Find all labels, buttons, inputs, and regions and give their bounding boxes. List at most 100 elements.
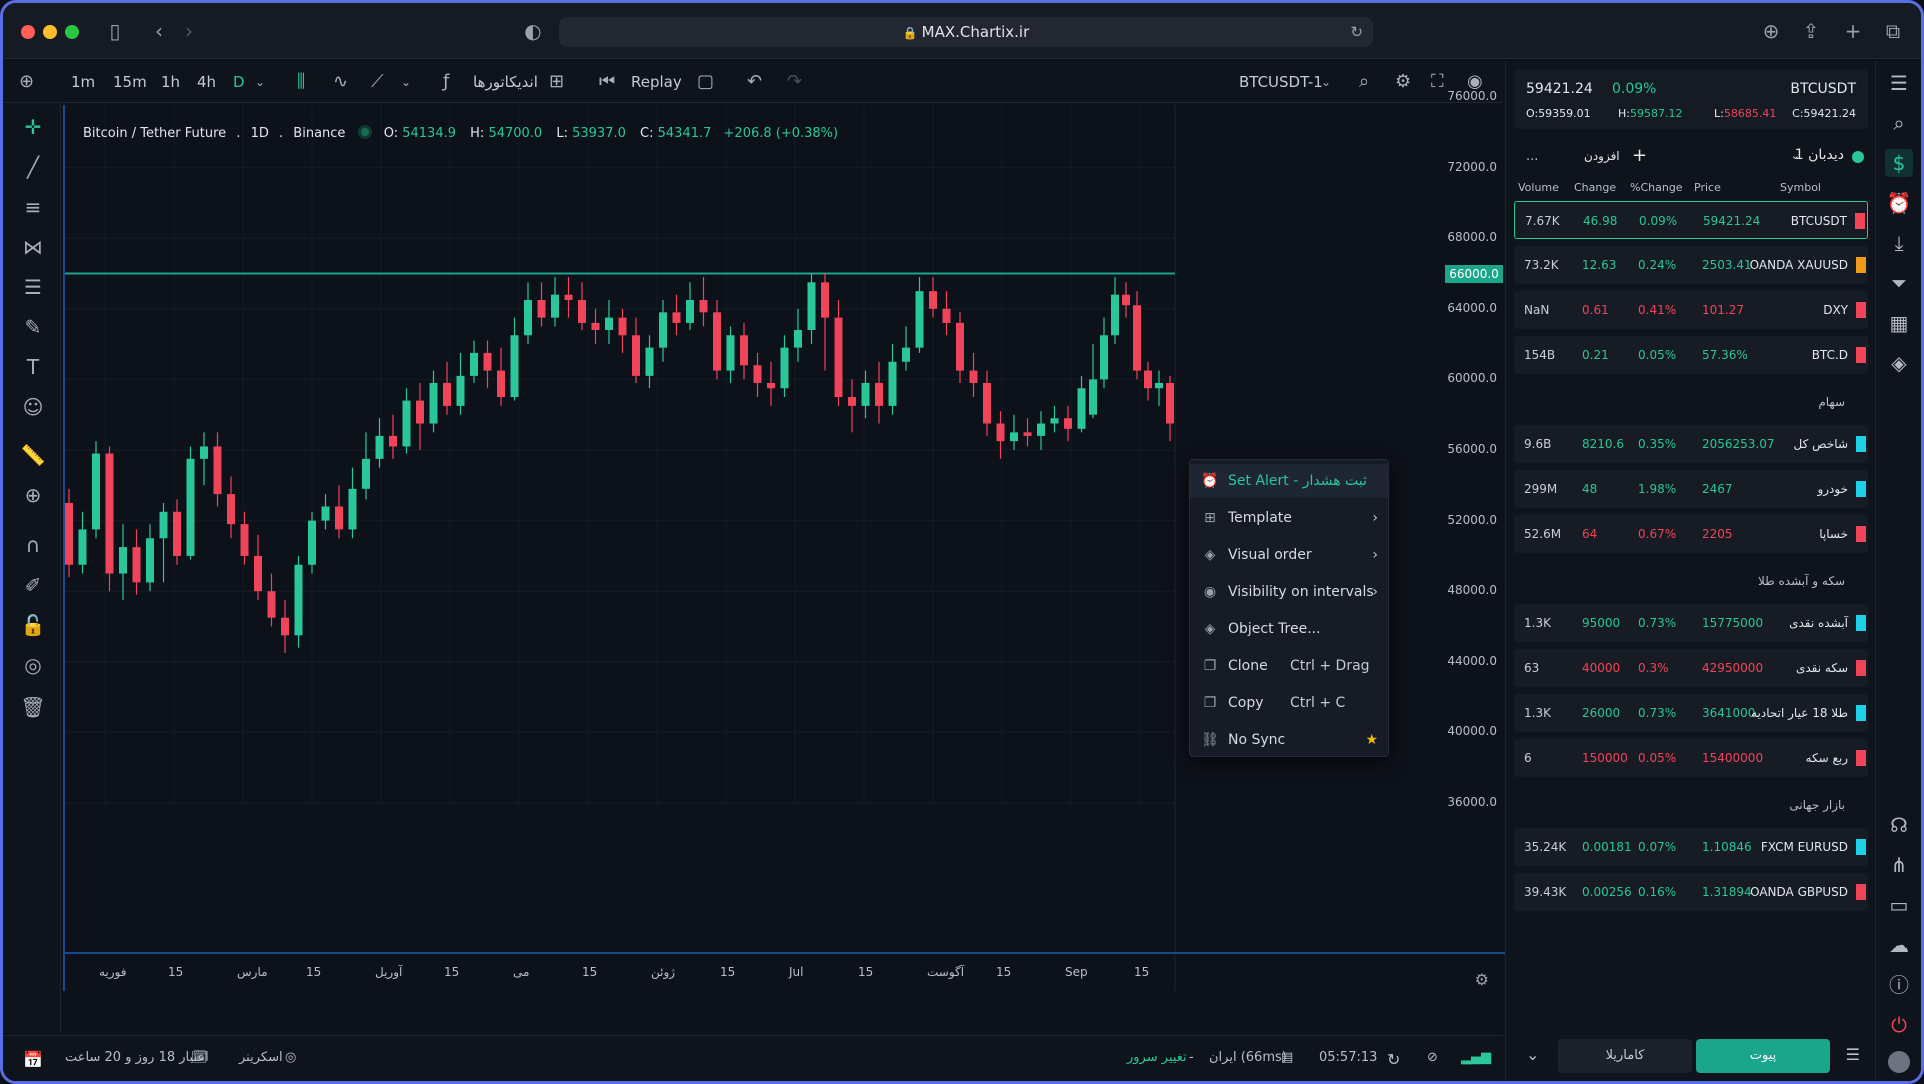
watchlist-row[interactable]: 52.6M 64 0.67% 2205 خساپا [1514, 515, 1868, 553]
chart-style-dropdown-icon[interactable]: ⌄ [401, 75, 412, 89]
avatar[interactable] [1888, 1051, 1910, 1073]
power-icon[interactable]: ⏻ [1891, 1013, 1907, 1037]
filter-icon[interactable]: ⏷ [1891, 271, 1907, 295]
gear-icon[interactable]: ⚙ [1395, 71, 1412, 92]
hide-icon[interactable]: ⊘ [1427, 1050, 1438, 1065]
symbol-selector[interactable]: BTCUSDT-1 [1239, 73, 1323, 91]
interval-dropdown-icon[interactable]: ⌄ [255, 75, 266, 89]
calendar-icon[interactable]: 📅 [23, 1050, 43, 1069]
watchlist-add-button[interactable]: افزودن [1584, 149, 1620, 163]
join-button[interactable]: پیوت [1696, 1039, 1830, 1073]
templates-icon[interactable]: ⊞ [549, 71, 565, 92]
interval-1h[interactable]: 1h [161, 73, 181, 91]
download-icon[interactable]: ⊕ [1762, 19, 1780, 43]
support-icon[interactable]: ☊ [1890, 813, 1908, 837]
context-menu-item[interactable]: ◉ Visibility on intervals › [1190, 575, 1388, 609]
col-volume[interactable]: Volume [1518, 181, 1559, 194]
plus-icon[interactable]: + [1632, 145, 1648, 166]
calendar-icon[interactable]: ▦ [1889, 311, 1909, 335]
trendline-icon[interactable]: ╱ [26, 155, 40, 179]
interval-15m[interactable]: 15m [113, 73, 147, 91]
info-icon[interactable]: ⓘ [1889, 973, 1909, 997]
col-price[interactable]: Price [1694, 181, 1721, 194]
candles-icon[interactable]: ⫼ [297, 71, 306, 92]
context-menu-item[interactable]: ❐ Clone Ctrl + Drag [1190, 649, 1388, 683]
shield-icon[interactable]: ◐ [524, 19, 542, 43]
maximize-window-button[interactable] [65, 25, 79, 39]
alarm-icon[interactable]: ⏰ [1886, 191, 1912, 215]
magnet-icon[interactable]: ∩ [25, 533, 41, 557]
interval-4h[interactable]: 4h [197, 73, 217, 91]
col-change[interactable]: Change [1574, 181, 1617, 194]
context-menu-item[interactable]: ❐ Copy Ctrl + C [1190, 686, 1388, 720]
watchlist-row[interactable]: 299M 48 1.98% 2467 خودرو [1514, 470, 1868, 508]
replay-button[interactable]: Replay [631, 73, 682, 91]
watchlist-row[interactable]: 6 150000 0.05% 15400000 ربع سکه [1514, 739, 1868, 777]
context-menu-item[interactable]: ◈ Object Tree... [1190, 612, 1388, 646]
chevron-down-icon[interactable]: ⌄ [1790, 149, 1800, 162]
context-menu-item[interactable]: ⏰ Set Alert - ثبت هشدار [1190, 464, 1388, 498]
eye-icon[interactable]: ◎ [24, 653, 42, 677]
fullscreen-icon[interactable]: ⛶ [1431, 71, 1444, 92]
address-bar[interactable]: 🔒 MAX.Chartix.ir ↻ [559, 17, 1373, 47]
forward-icon[interactable]: › [185, 19, 193, 43]
reload-icon[interactable]: ↻ [1350, 23, 1363, 41]
watchlist-row[interactable]: 1.3K 95000 0.73% 15775000 آبشده نقدی [1514, 604, 1868, 642]
lock-drawing-icon[interactable]: ✐ [24, 573, 42, 597]
col-pct[interactable]: %Change [1630, 181, 1683, 194]
add-symbol-icon[interactable]: ⊕ [19, 71, 35, 92]
layout-icon[interactable]: ▢ [697, 71, 715, 92]
card-icon[interactable]: ▭ [1889, 893, 1909, 917]
karamrila-button[interactable]: کاماریلا [1558, 1039, 1692, 1073]
line-chart-icon[interactable]: ∿ [333, 71, 349, 92]
back-icon[interactable]: ‹ [155, 19, 163, 43]
watchlist-title[interactable]: دیدبان 1 [1794, 147, 1844, 163]
watchlist-more-button[interactable]: ... [1526, 149, 1539, 164]
close-window-button[interactable] [21, 25, 35, 39]
screener-icon[interactable]: ◎ [285, 1050, 297, 1065]
undo-icon[interactable]: ↶ [747, 71, 763, 92]
search-icon[interactable]: ⌕ [1359, 71, 1370, 92]
screener-button[interactable]: اسکرینر [239, 1050, 283, 1065]
star-icon[interactable]: ★ [1365, 732, 1378, 748]
function-icon[interactable]: ƒ [443, 71, 450, 92]
new-tab-icon[interactable]: + [1844, 19, 1862, 43]
replay-icon[interactable]: ⏮ [599, 71, 616, 92]
horizontal-lines-icon[interactable]: ≡ [24, 195, 42, 219]
context-menu-item[interactable]: ⛓ No Sync ★ [1190, 723, 1388, 757]
watchlist-row[interactable]: 7.67K 46.98 0.09% 59421.24 BTCUSDT [1514, 201, 1868, 239]
lock-icon[interactable]: 🔓 [20, 613, 46, 637]
watchlist-row[interactable]: 39.43K 0.00256 0.16% 1.31894 OANDA GBPUSD [1514, 873, 1868, 911]
refresh-icon[interactable]: ↻ [1387, 1050, 1401, 1069]
trash-icon[interactable]: 🗑 [20, 695, 46, 719]
tabs-icon[interactable]: ⧉ [1885, 19, 1901, 43]
ruler-icon[interactable]: 📏 [20, 443, 46, 467]
interval-d[interactable]: D [233, 73, 245, 91]
symbol-dropdown-icon[interactable]: ⌄ [1321, 75, 1332, 89]
chart-style-icon[interactable]: ⟋ [371, 71, 384, 92]
price-chart[interactable]: Bitcoin / Tether Future . 1D . Binance O… [63, 89, 1505, 991]
context-menu-item[interactable]: ◈ Visual order › [1190, 538, 1388, 572]
chevron-down-icon[interactable]: ⌄ [1526, 1045, 1540, 1064]
cloud-icon[interactable]: ☁ [1889, 933, 1909, 957]
share-icon[interactable]: ⇪ [1802, 19, 1820, 43]
axis-settings-icon[interactable]: ⚙ [1474, 970, 1489, 989]
watchlist-row[interactable]: 63 40000 0.3% 42950000 سکه نقدی [1514, 649, 1868, 687]
share-icon[interactable]: ⋔ [1890, 853, 1908, 877]
layers-icon[interactable]: ◈ [1891, 351, 1907, 375]
download-icon[interactable]: ⤓ [1894, 231, 1904, 255]
watchlist-row[interactable]: 9.6B 8210.6 0.35% 2056253.07 شاخص کل [1514, 425, 1868, 463]
text-icon[interactable]: T [26, 355, 40, 379]
list-icon[interactable]: ☰ [1845, 1045, 1860, 1064]
zoom-icon[interactable]: ⊕ [24, 483, 42, 507]
watchlist-row[interactable]: 1.3K 26000 0.73% 3641000 طلا 18 عیار اتحادیه [1514, 694, 1868, 732]
menu-icon[interactable]: ☰ [1890, 71, 1908, 95]
col-symbol[interactable]: Symbol [1780, 181, 1821, 194]
ticker-card[interactable]: 59421.24 0.09% BTCUSDT O:59359.01 H:5958… [1514, 69, 1868, 129]
watchlist-row[interactable]: 73.2K 12.63 0.24% 2503.41 OANDA XAUUSD [1514, 246, 1868, 284]
camera-icon[interactable]: ◉ [1467, 71, 1483, 92]
redo-icon[interactable]: ↷ [787, 71, 803, 92]
sidebar-toggle-icon[interactable]: ▯ [109, 19, 121, 43]
watchlist-row[interactable]: NaN 0.61 0.41% 101.27 DXY [1514, 291, 1868, 329]
context-menu-item[interactable]: ⊞ Template › [1190, 501, 1388, 535]
